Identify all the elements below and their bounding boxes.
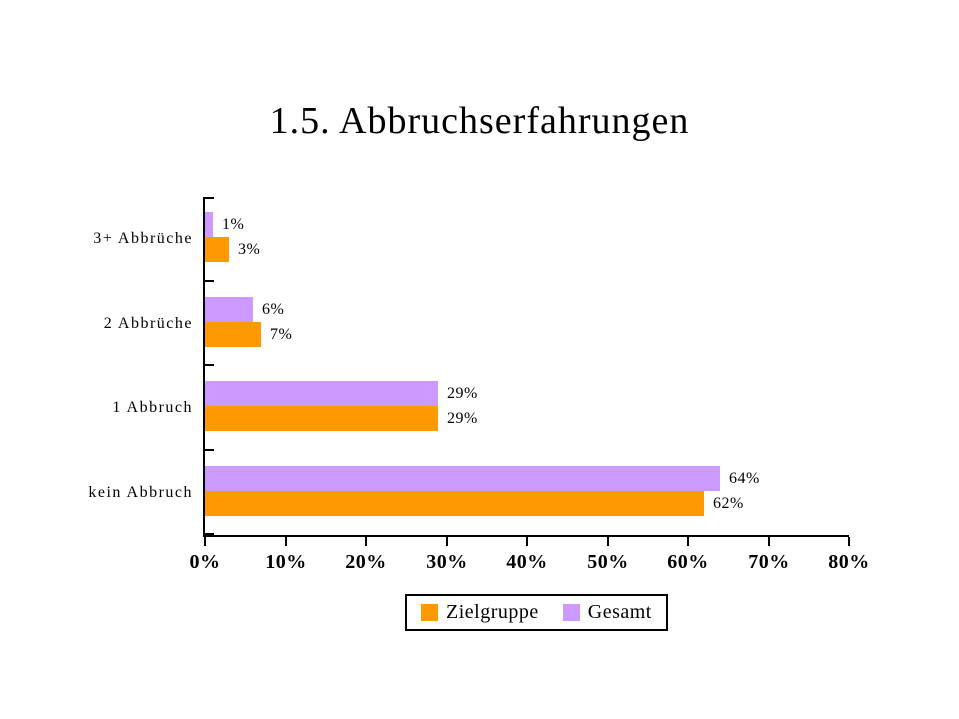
- y-axis-tick: [205, 533, 214, 535]
- x-axis-tick: [607, 537, 609, 546]
- value-label-gesamt: 29%: [447, 384, 478, 402]
- y-axis-tick: [205, 449, 214, 451]
- y-axis-line: [203, 197, 205, 537]
- x-axis-label: 20%: [345, 551, 387, 573]
- category-label: kein Abbruch: [88, 484, 193, 501]
- y-axis-tick: [205, 197, 214, 199]
- x-axis-label: 10%: [265, 551, 307, 573]
- legend-label-gesamt: Gesamt: [587, 601, 652, 623]
- bar-zielgruppe: [205, 406, 438, 431]
- value-label-zielgruppe: 62%: [713, 494, 744, 512]
- value-label-gesamt: 1%: [222, 215, 245, 233]
- x-axis-label: 30%: [426, 551, 468, 573]
- bar-zielgruppe: [205, 237, 229, 262]
- chart-title: 1.5. Abbruchserfahrungen: [269, 100, 690, 142]
- category-label: 2 Abbrüche: [103, 315, 193, 332]
- x-axis-label: 40%: [506, 551, 548, 573]
- bar-gesamt: [205, 381, 438, 406]
- x-axis-label: 50%: [587, 551, 629, 573]
- x-axis-label: 70%: [748, 551, 790, 573]
- bar-gesamt: [205, 297, 253, 322]
- bar-gesamt: [205, 466, 720, 491]
- value-label-gesamt: 64%: [729, 469, 760, 487]
- legend-box: Zielgruppe Gesamt: [405, 594, 668, 631]
- x-axis-tick: [848, 537, 850, 546]
- legend-label-zielgruppe: Zielgruppe: [446, 601, 539, 623]
- x-axis-tick: [285, 537, 287, 546]
- category-label: 3+ Abbrüche: [93, 230, 193, 247]
- plot-area: 1% 3% 6% 7% 29% 29% 64% 62%: [203, 197, 850, 546]
- value-label-zielgruppe: 29%: [447, 409, 478, 427]
- x-axis-tick: [768, 537, 770, 546]
- x-axis-tick: [365, 537, 367, 546]
- x-axis-label: 60%: [667, 551, 709, 573]
- legend-swatch-gesamt: [562, 604, 580, 621]
- legend-swatch-zielgruppe: [421, 604, 438, 621]
- x-axis-tick: [446, 537, 448, 546]
- value-label-zielgruppe: 3%: [238, 240, 261, 258]
- y-axis-tick: [205, 280, 214, 282]
- bar-zielgruppe: [205, 491, 704, 516]
- bar-zielgruppe: [205, 322, 261, 347]
- category-label: 1 Abbruch: [112, 399, 193, 416]
- x-axis-tick: [526, 537, 528, 546]
- x-axis-tick: [687, 537, 689, 546]
- x-axis-line: [203, 535, 849, 537]
- value-label-zielgruppe: 7%: [270, 325, 293, 343]
- y-axis-tick: [205, 364, 214, 366]
- x-axis-label: 80%: [828, 551, 870, 573]
- bar-gesamt: [205, 212, 213, 237]
- value-label-gesamt: 6%: [262, 300, 285, 318]
- x-axis-tick: [204, 537, 206, 546]
- x-axis-label: 0%: [189, 551, 221, 573]
